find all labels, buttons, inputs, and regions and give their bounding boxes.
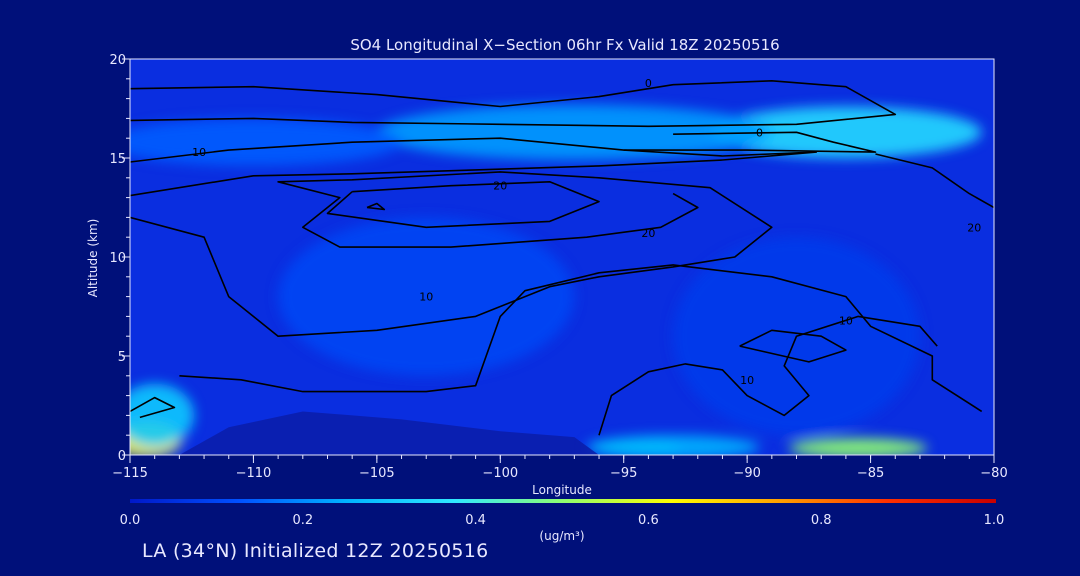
- field-blob-8: [278, 217, 575, 376]
- x-tick-label: −115: [112, 466, 148, 481]
- contour-line-2: [130, 137, 818, 197]
- colorbar-tick-label: 0.8: [811, 513, 832, 528]
- contour-label-2: 10: [192, 146, 206, 159]
- y-axis-label: Altitude (km): [86, 219, 100, 298]
- colorbar-tick-label: 0.2: [292, 513, 313, 528]
- colorbar-tick-label: 1.0: [984, 513, 1005, 528]
- contour-label-0: 0: [645, 77, 652, 90]
- field-blob-3: [789, 438, 928, 455]
- contour-line-6: [179, 264, 983, 413]
- contour-line-0: [130, 80, 897, 128]
- y-tick-label: 5: [118, 350, 126, 365]
- colorbar-tick-label: 0.4: [465, 513, 486, 528]
- contour-label-8: 10: [839, 314, 853, 327]
- contour-line-10: [875, 153, 994, 209]
- colorbar-ticks: 0.0 0.2 0.4 0.6 0.8 1.0: [120, 513, 1005, 528]
- y-axis: 0 5 10 15 20: [109, 53, 130, 464]
- contour-label-6: 10: [419, 291, 433, 304]
- y-tick-label: 0: [118, 449, 126, 464]
- contour-line-3: [326, 181, 600, 229]
- contour-line-7: [598, 315, 938, 436]
- field-blob-4: [586, 435, 760, 455]
- field-blob-5: [710, 106, 982, 158]
- field-blob-6: [376, 104, 772, 160]
- contour-label-7: 10: [740, 374, 754, 387]
- y-tick-label: 20: [109, 53, 126, 68]
- contour-label-5: 20: [641, 227, 655, 240]
- x-axis-label: Longitude: [532, 483, 592, 497]
- x-axis: −115 −110 −105 −100 −95 −90 −85 −80: [112, 455, 1008, 481]
- contour-label-1: 0: [756, 126, 763, 139]
- field-blob-1: [130, 383, 195, 448]
- x-tick-label: −110: [236, 466, 272, 481]
- x-tick-label: −100: [482, 466, 518, 481]
- x-tick-label: −105: [359, 466, 395, 481]
- contour-line-5: [130, 171, 773, 337]
- x-tick-label: −85: [857, 466, 884, 481]
- colorbar-ramp: [130, 499, 996, 503]
- contour-line-4: [366, 202, 386, 211]
- chart-title: SO4 Longitudinal X−Section 06hr Fx Valid…: [350, 36, 779, 54]
- y-tick-label: 10: [109, 251, 126, 266]
- x-tick-label: −80: [980, 466, 1007, 481]
- contour-label-10: 20: [967, 221, 981, 234]
- colorbar-tick-label: 0.0: [120, 513, 141, 528]
- contour-line-8: [739, 329, 847, 363]
- colorbar-unit-label: (ug/m³): [539, 529, 584, 543]
- y-tick-label: 15: [109, 152, 126, 167]
- x-tick-label: −90: [733, 466, 760, 481]
- plot-area: 0 0 10 20 20 10 10 10 20: [129, 58, 995, 456]
- surface-low-band: [179, 411, 600, 455]
- contour-line-1: [623, 131, 877, 153]
- footer-init-info: LA (34°N) Initialized 12Z 20250516: [142, 540, 489, 562]
- colorbar-tick-label: 0.6: [638, 513, 659, 528]
- colorbar: 0.0 0.2 0.4 0.6 0.8 1.0 (ug/m³): [120, 499, 1005, 543]
- contour-line-9: [130, 396, 176, 419]
- contour-label-3: 20: [493, 180, 507, 193]
- x-tick-label: −95: [610, 466, 637, 481]
- contour-lines: 0 0 10 20 20 10 10 10 20: [130, 77, 994, 436]
